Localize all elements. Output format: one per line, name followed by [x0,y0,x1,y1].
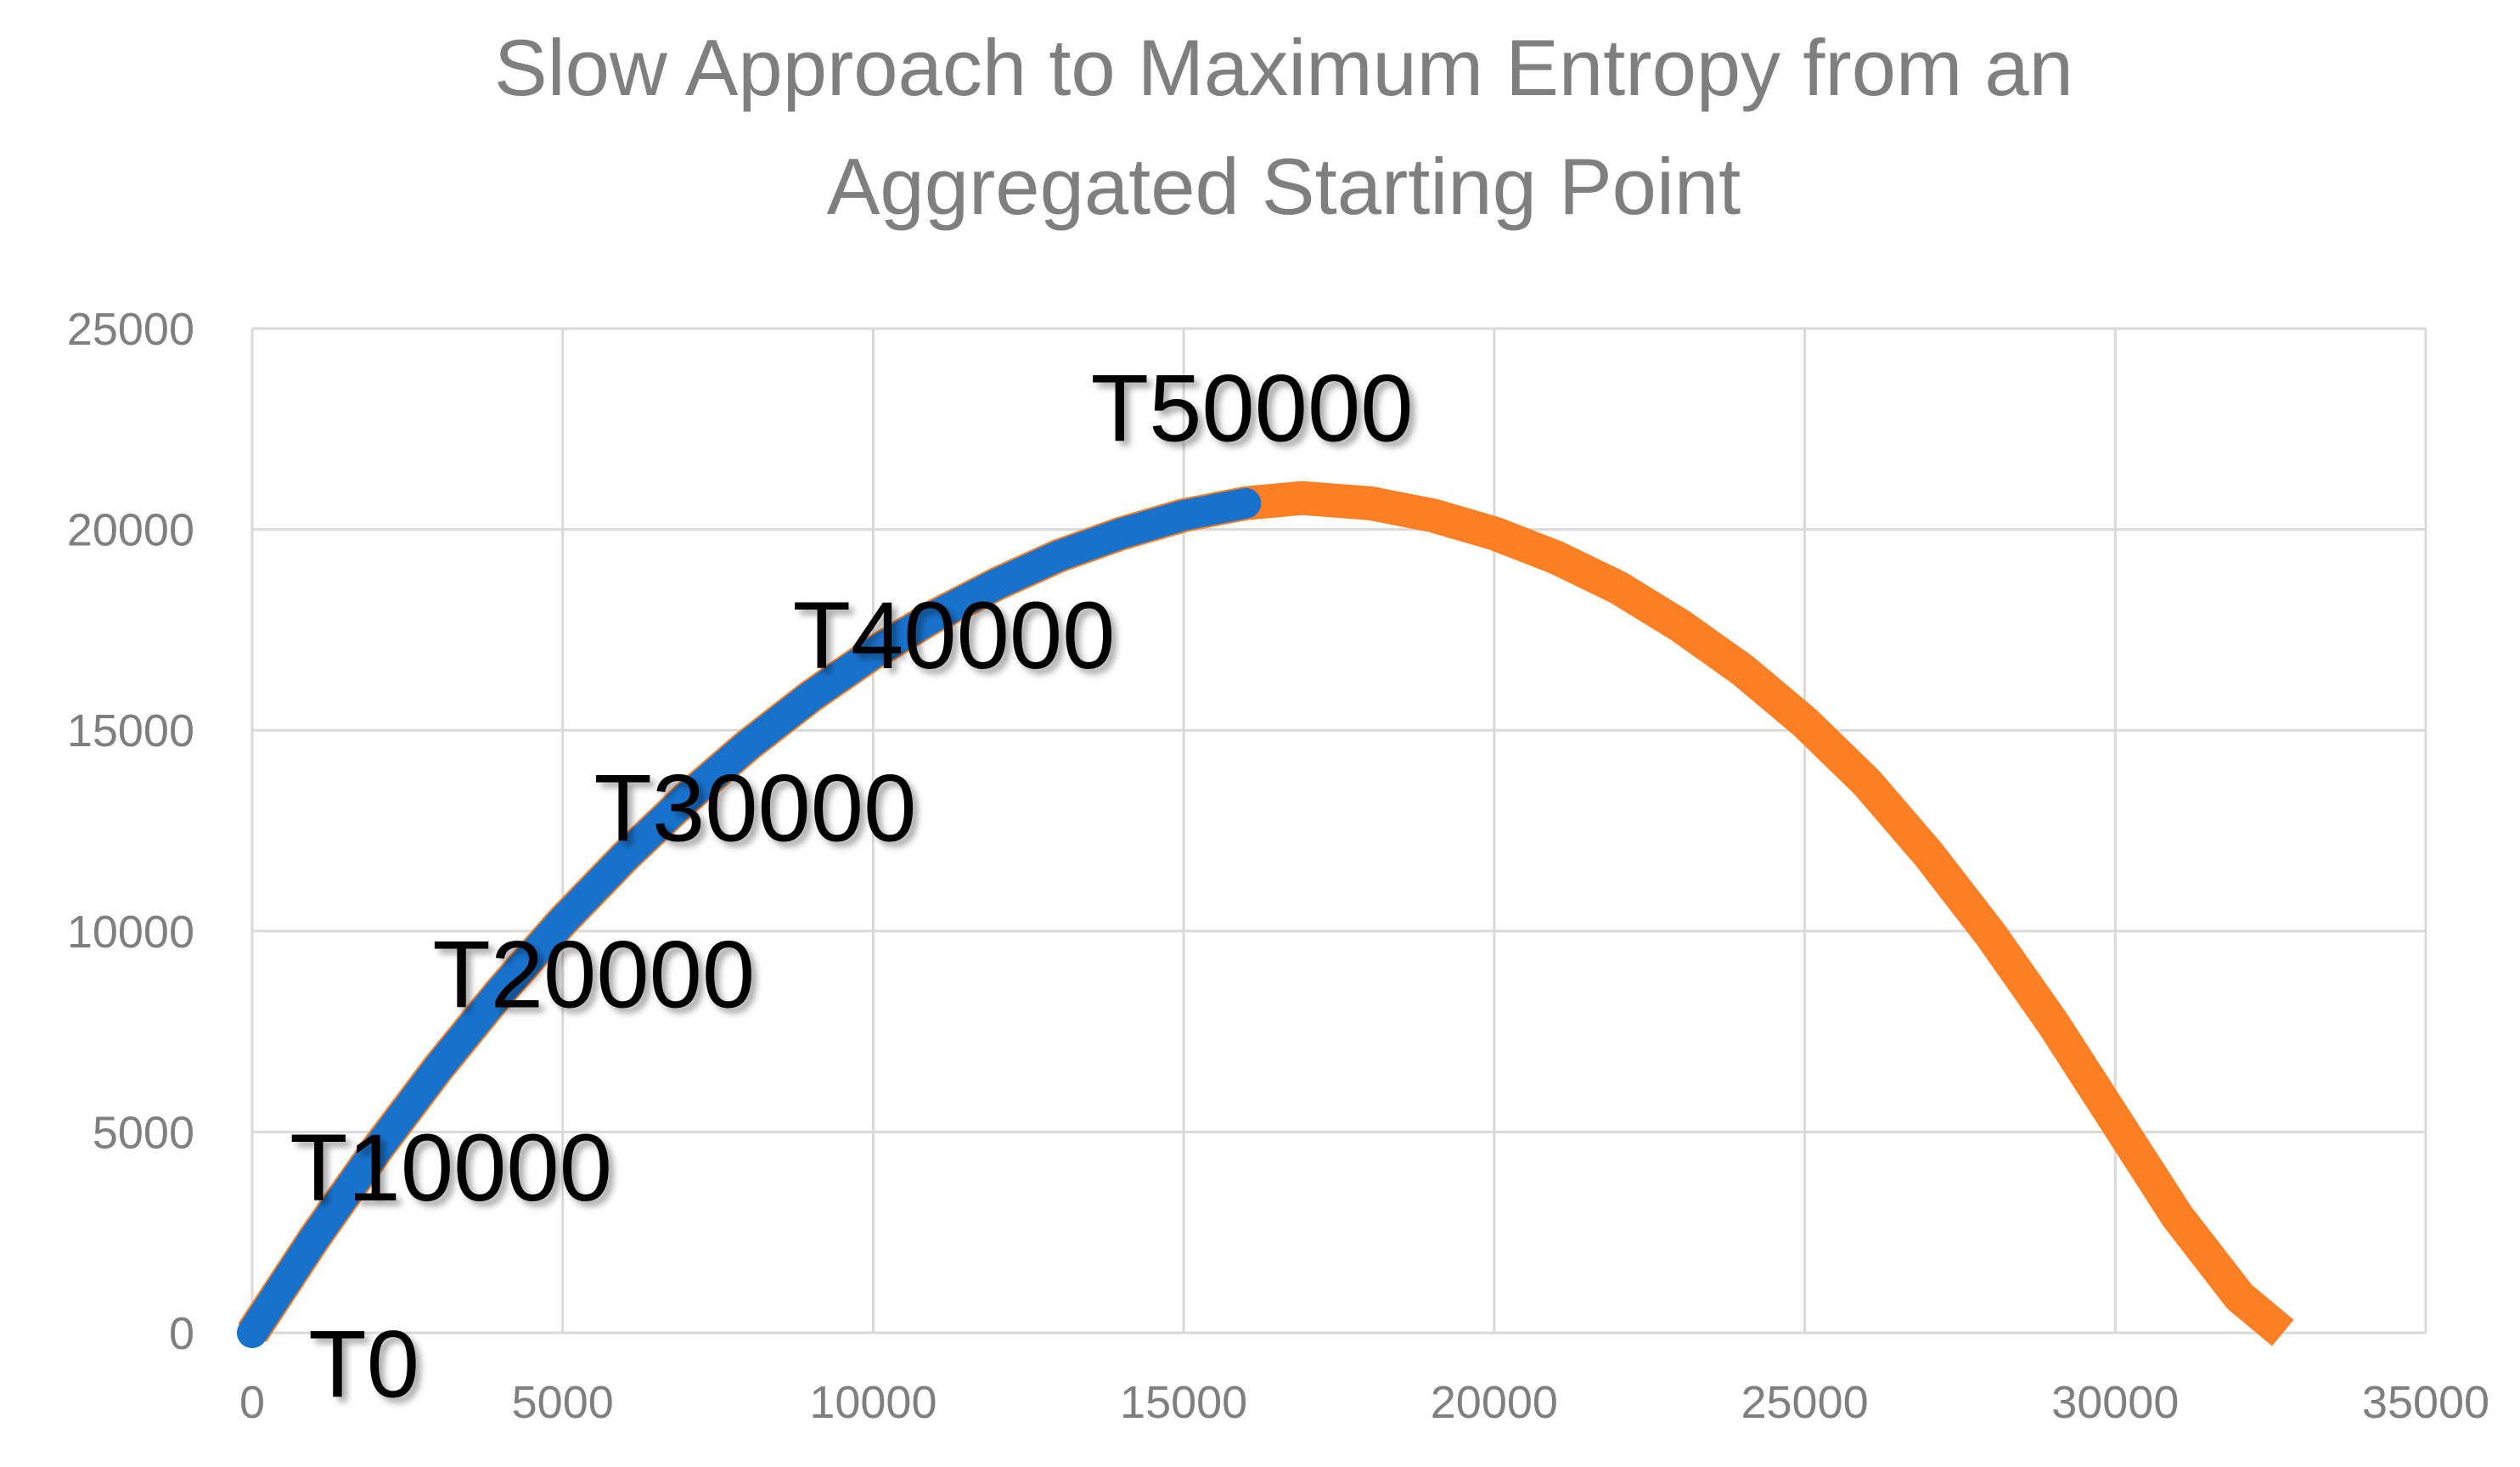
x-tick-label: 30000 [2051,1377,2179,1428]
y-tick-label: 10000 [67,907,194,958]
x-tick-label: 5000 [512,1377,614,1428]
y-tick-label: 15000 [67,705,194,756]
annotation-t30000: T30000 [594,755,917,861]
y-tick-label: 5000 [93,1107,194,1158]
x-axis-ticks: 0 5000 10000 15000 20000 25000 30000 35000 [239,1377,2489,1428]
y-tick-label: 25000 [67,304,194,355]
y-tick-label: 0 [169,1308,194,1359]
annotations: T0 T10000 T20000 T30000 T40000 T50000 [290,355,1413,1417]
x-tick-label: 35000 [2362,1377,2489,1428]
annotation-t40000: T40000 [793,582,1116,689]
x-tick-label: 0 [239,1377,265,1428]
annotation-t20000: T20000 [432,922,755,1028]
series-layer [237,481,2294,1348]
x-tick-label: 10000 [809,1377,937,1428]
y-tick-label: 20000 [67,505,194,556]
annotation-t50000: T50000 [1091,355,1414,461]
chart-title-line-2: Aggregated Starting Point [827,142,1741,231]
annotation-t10000: T10000 [290,1115,612,1221]
series-line-elapsed [237,487,1262,1348]
x-tick-label: 25000 [1741,1377,1868,1428]
y-axis-ticks: 0 5000 10000 15000 20000 25000 [67,304,194,1359]
gridlines [250,327,2427,1335]
x-tick-label: 20000 [1431,1377,1558,1428]
chart-title-line-1: Slow Approach to Maximum Entropy from an [494,23,2073,112]
chart-title: Slow Approach to Maximum Entropy from an… [494,23,2073,231]
x-tick-label: 15000 [1120,1377,1247,1428]
annotation-t0: T0 [308,1312,419,1418]
